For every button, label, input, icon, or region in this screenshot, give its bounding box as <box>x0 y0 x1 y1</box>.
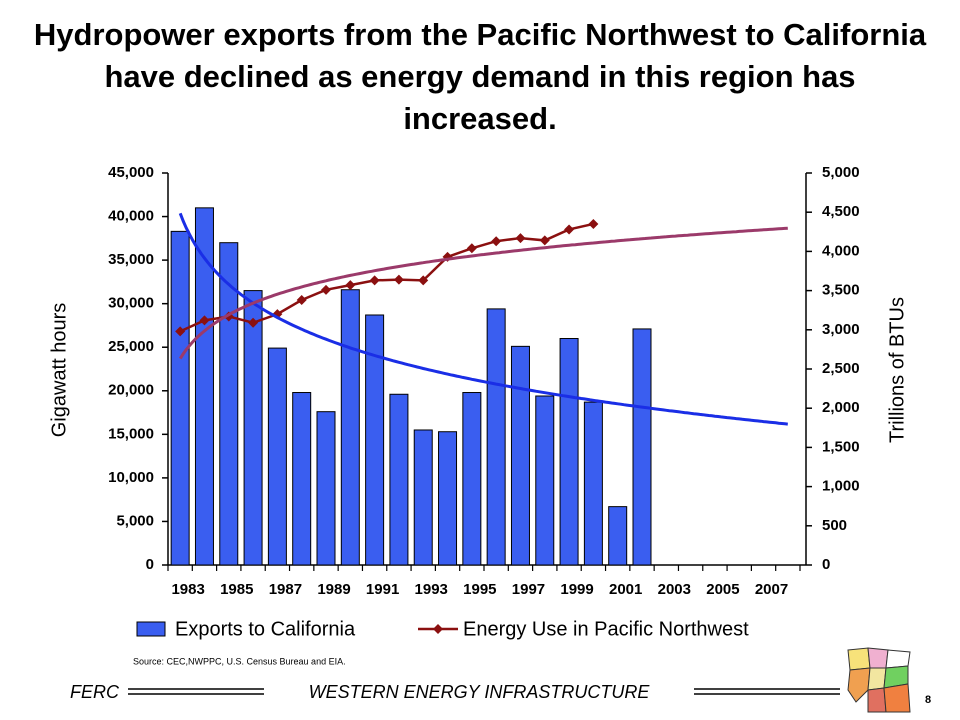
y2-tick-label: 4,000 <box>822 242 860 259</box>
source-note: Source: CEC,NWPPC, U.S. Census Bureau an… <box>133 656 346 666</box>
bar <box>632 328 652 566</box>
x-tick-label: 1985 <box>220 581 253 598</box>
y-tick-label: 15,000 <box>108 425 154 442</box>
line <box>179 222 594 333</box>
line-marker <box>345 280 356 291</box>
line-marker <box>175 326 186 337</box>
bar <box>243 290 263 566</box>
bar <box>170 230 190 566</box>
y2-tick-label: 1,500 <box>822 438 860 455</box>
bar <box>438 431 458 566</box>
y2-tick-label: 3,500 <box>822 282 860 299</box>
legend-swatch <box>136 621 166 637</box>
y2-tick-label: 500 <box>822 517 847 534</box>
y2-tick-label: 4,500 <box>822 203 860 220</box>
bar <box>365 314 385 566</box>
y2-tick-label: 2,500 <box>822 360 860 377</box>
line-marker <box>199 315 210 326</box>
bar <box>389 393 409 566</box>
y2-tick-label: 0 <box>822 556 830 573</box>
x-tick-label: 1987 <box>269 581 302 598</box>
bar <box>486 308 506 566</box>
x-tick-label: 2003 <box>658 581 691 598</box>
bar <box>292 392 312 566</box>
x-tick-label: 1991 <box>366 581 399 598</box>
y-tick-label: 25,000 <box>108 338 154 355</box>
bar <box>267 347 287 566</box>
x-tick-label: 1983 <box>171 581 204 598</box>
x-tick-label: 1993 <box>415 581 448 598</box>
bar <box>462 392 482 566</box>
x-tick-label: 2005 <box>706 581 739 598</box>
legend-swatch <box>433 624 443 634</box>
x-tick-label: 2001 <box>609 581 642 598</box>
line-marker <box>515 233 526 244</box>
y2-tick-label: 2,000 <box>822 399 860 416</box>
bar <box>559 338 579 566</box>
bar <box>219 242 239 566</box>
y2-tick-label: 3,000 <box>822 321 860 338</box>
chart-title: Hydropower exports from the Pacific Nort… <box>33 17 927 136</box>
legend-label: Energy Use in Pacific Northwest <box>463 618 749 640</box>
trendline <box>178 226 788 360</box>
line-marker <box>248 317 259 328</box>
x-tick-label: 1989 <box>317 581 350 598</box>
footer-center: WESTERN ENERGY INFRASTRUCTURE <box>309 682 651 702</box>
line-marker <box>369 275 380 286</box>
bar <box>510 345 530 566</box>
bar <box>583 401 603 566</box>
line-marker <box>321 284 331 295</box>
x-tick-label: 2007 <box>755 581 788 598</box>
y-axis-title: Gigawatt hours <box>48 303 70 438</box>
line-marker <box>393 274 404 285</box>
bar <box>194 207 214 566</box>
y2-tick-label: 1,000 <box>822 478 860 495</box>
map-icon <box>847 647 911 713</box>
line-marker <box>539 235 550 246</box>
x-tick-label: 1995 <box>463 581 496 598</box>
bar <box>316 411 336 566</box>
y-tick-label: 5,000 <box>116 512 154 529</box>
y-tick-label: 20,000 <box>108 382 154 399</box>
bar <box>340 289 360 566</box>
y2-axis-title: Trillions of BTUs <box>886 297 908 443</box>
bar <box>608 506 628 566</box>
bar <box>535 395 555 566</box>
line-marker <box>466 243 477 254</box>
y-tick-label: 30,000 <box>108 295 154 312</box>
legend-label: Exports to California <box>175 618 356 640</box>
line-marker <box>418 275 429 286</box>
x-tick-label: 1999 <box>560 581 593 598</box>
line-marker <box>588 218 599 229</box>
bar <box>413 429 433 566</box>
y-tick-label: 0 <box>146 556 154 573</box>
trendline <box>178 212 788 426</box>
footer-left: FERC <box>70 682 120 702</box>
y-tick-label: 40,000 <box>108 208 154 225</box>
y-tick-label: 10,000 <box>108 469 154 486</box>
page-number: 8 <box>925 694 931 706</box>
y-tick-label: 35,000 <box>108 251 154 268</box>
line-marker <box>296 295 307 306</box>
y2-tick-label: 5,000 <box>822 164 860 181</box>
line-marker <box>564 224 575 235</box>
y-tick-label: 45,000 <box>108 164 154 181</box>
line-marker <box>491 236 502 247</box>
x-tick-label: 1997 <box>512 581 545 598</box>
